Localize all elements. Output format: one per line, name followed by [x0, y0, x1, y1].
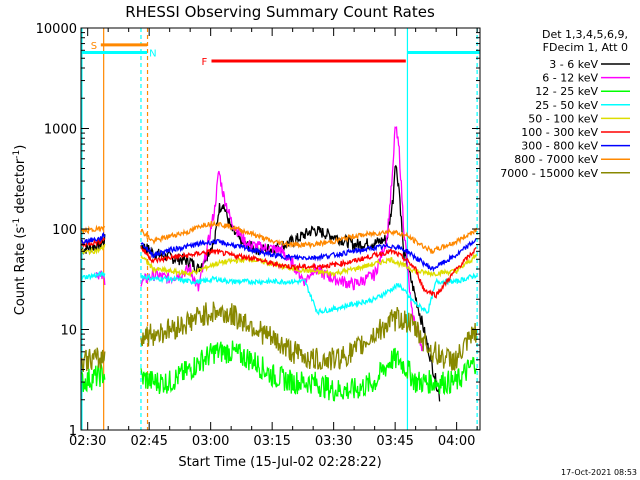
series-line [81, 243, 106, 256]
flag-label: N [149, 49, 156, 60]
y-axis-label-sup2: -1 [12, 150, 22, 159]
series-line [140, 219, 478, 255]
y-axis: 1 10 100 1000 10000 [36, 22, 480, 439]
legend: Det 1,3,4,5,6,9,FDecim 1, Att 0 3 - 6 keV… [500, 28, 630, 180]
series-line [81, 362, 106, 393]
series-line [140, 340, 477, 402]
y-tick-label: 10 [60, 324, 77, 339]
series-line [140, 301, 478, 371]
chart-title: RHESSI Observing Summary Count Rates [125, 3, 435, 21]
series-line [81, 237, 106, 249]
x-axis-label: Start Time (15-Jul-02 02:28:22) [178, 455, 381, 470]
legend-entry-label: 800 - 7000 keV [514, 153, 598, 166]
y-tick-label: 1000 [44, 123, 77, 138]
legend-entry-label: 3 - 6 keV [549, 58, 598, 71]
legend-header: Det 1,3,4,5,6,9, [542, 28, 628, 41]
legend-entry-label: 25 - 50 keV [535, 99, 598, 112]
series-line [140, 126, 424, 352]
legend-entry-label: 100 - 300 keV [521, 126, 598, 139]
x-tick-label: 03:45 [376, 434, 413, 449]
legend-entry-label: 7000 - 15000 keV [500, 167, 598, 180]
x-tick-label: 02:30 [69, 434, 106, 449]
y-axis-label-sup1: -1 [12, 218, 22, 227]
series-line [81, 270, 106, 281]
series-line [140, 245, 477, 299]
y-tick-label: 100 [52, 223, 77, 238]
x-tick-label: 04:00 [438, 434, 475, 449]
series-line [81, 347, 106, 373]
x-tick-label: 03:00 [192, 434, 229, 449]
flag-label: F [201, 57, 207, 68]
legend-entry-label: 6 - 12 keV [542, 72, 598, 85]
flag-label: S [91, 41, 97, 52]
x-tick-label: 03:30 [315, 434, 352, 449]
series-layer [81, 126, 478, 402]
y-axis-label: Count Rate (s-1 detector-1) [12, 145, 28, 316]
legend-entry-label: 50 - 100 keV [528, 112, 598, 125]
legend-header: FDecim 1, Att 0 [543, 41, 628, 54]
series-line [140, 272, 478, 316]
y-axis-label-end: ) [13, 145, 28, 150]
y-tick-label: 10000 [36, 22, 77, 37]
legend-entry-label: 12 - 25 keV [535, 85, 598, 98]
y-axis-label-mid: detector [13, 158, 28, 218]
footer-date: 17-Oct-2021 08:53 [561, 468, 637, 477]
series-line [140, 237, 477, 273]
y-tick-label: 1 [69, 424, 77, 439]
x-tick-label: 03:15 [253, 434, 290, 449]
x-tick-label: 02:45 [130, 434, 167, 449]
series-line [140, 252, 478, 278]
flag-layer: S N F [81, 41, 480, 68]
y-axis-label-main: Count Rate (s [13, 227, 28, 316]
legend-entry-label: 300 - 800 keV [521, 140, 598, 153]
x-axis: 02:30 02:45 03:00 03:15 03:30 03:45 04:00 [69, 28, 478, 449]
series-line [140, 164, 441, 402]
series-line [81, 231, 106, 245]
series-line [81, 224, 106, 235]
